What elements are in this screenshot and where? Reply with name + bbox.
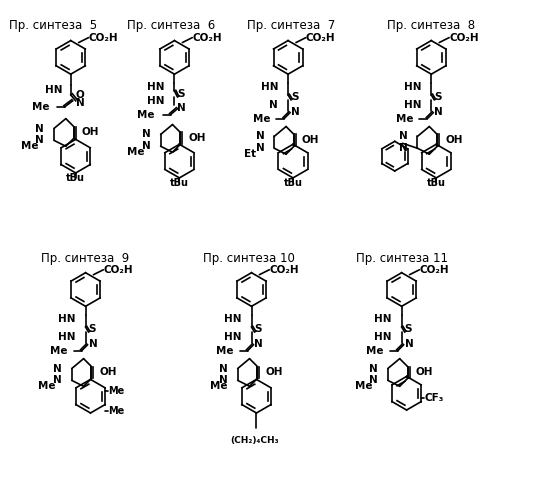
Text: Et: Et [244,149,256,159]
Text: Me: Me [253,114,270,124]
Text: N: N [399,144,408,154]
Text: Me: Me [396,114,414,124]
Text: CO₂H: CO₂H [269,265,299,275]
Text: N: N [53,376,62,386]
Text: OH: OH [265,368,283,378]
Text: HN: HN [58,314,75,324]
Text: Me: Me [355,382,372,392]
Text: Пр. синтеза 11: Пр. синтеза 11 [356,252,448,265]
Text: CO₂H: CO₂H [192,32,222,42]
Text: HN: HN [374,314,392,324]
Text: Me: Me [127,147,145,157]
Text: Me: Me [210,382,228,392]
Text: Me: Me [216,346,234,356]
Text: Me: Me [39,382,56,392]
Text: S: S [434,92,442,102]
Text: HN: HN [404,100,422,110]
Text: CO₂H: CO₂H [88,32,118,42]
Text: tBu: tBu [284,178,302,188]
Text: HN: HN [45,85,63,95]
Text: N: N [75,98,85,108]
Text: Me: Me [366,346,384,356]
Text: HN: HN [58,332,75,342]
Text: CO₂H: CO₂H [103,265,133,275]
Text: HN: HN [147,82,165,92]
Text: (CH₂)₄CH₃: (CH₂)₄CH₃ [230,436,279,444]
Text: OH: OH [416,368,433,378]
Text: Пр. синтеза  9: Пр. синтеза 9 [41,252,129,265]
Text: HN: HN [261,82,278,92]
Text: N: N [399,132,408,141]
Text: N: N [142,142,151,152]
Text: N: N [219,376,228,386]
Text: N: N [219,364,228,374]
Text: N: N [255,339,263,349]
Text: OH: OH [188,134,206,143]
Text: S: S [88,324,96,334]
Text: N: N [369,364,378,374]
Text: Пр. синтеза 10: Пр. синтеза 10 [203,252,294,265]
Text: S: S [404,324,412,334]
Text: OH: OH [82,128,99,138]
Text: O: O [75,90,85,100]
Text: N: N [178,103,186,113]
Text: HN: HN [374,332,392,342]
Text: Пр. синтеза  6: Пр. синтеза 6 [127,19,216,32]
Text: HN: HN [147,96,165,106]
Text: N: N [291,106,300,117]
Text: HN: HN [224,314,242,324]
Text: Me: Me [137,110,155,120]
Text: Пр. синтеза  7: Пр. синтеза 7 [247,19,335,32]
Text: S: S [255,324,262,334]
Text: N: N [88,339,97,349]
Text: OH: OH [100,368,117,378]
Text: N: N [404,339,414,349]
Text: S: S [291,92,299,102]
Text: N: N [256,132,264,141]
Text: CO₂H: CO₂H [306,32,335,42]
Text: N: N [256,144,264,154]
Text: HN: HN [224,332,242,342]
Text: N: N [434,106,443,117]
Text: Me: Me [32,102,49,112]
Text: tBu: tBu [427,178,446,188]
Text: tBu: tBu [170,178,189,188]
Text: HN: HN [404,82,422,92]
Text: Me: Me [50,346,68,356]
Text: N: N [369,376,378,386]
Text: Me: Me [108,386,125,396]
Text: Me: Me [108,406,125,416]
Text: tBu: tBu [66,173,85,183]
Text: S: S [178,89,185,99]
Text: CO₂H: CO₂H [419,265,449,275]
Text: OH: OH [445,136,463,145]
Text: Me: Me [21,142,38,152]
Text: Пр. синтеза  5: Пр. синтеза 5 [9,19,97,32]
Text: N: N [53,364,62,374]
Text: N: N [142,130,151,140]
Text: N: N [270,100,278,110]
Text: Пр. синтеза  8: Пр. синтеза 8 [387,19,475,32]
Text: CF₃: CF₃ [424,393,444,403]
Text: N: N [35,136,44,145]
Text: CO₂H: CO₂H [449,32,479,42]
Text: N: N [35,124,44,134]
Text: OH: OH [302,136,319,145]
